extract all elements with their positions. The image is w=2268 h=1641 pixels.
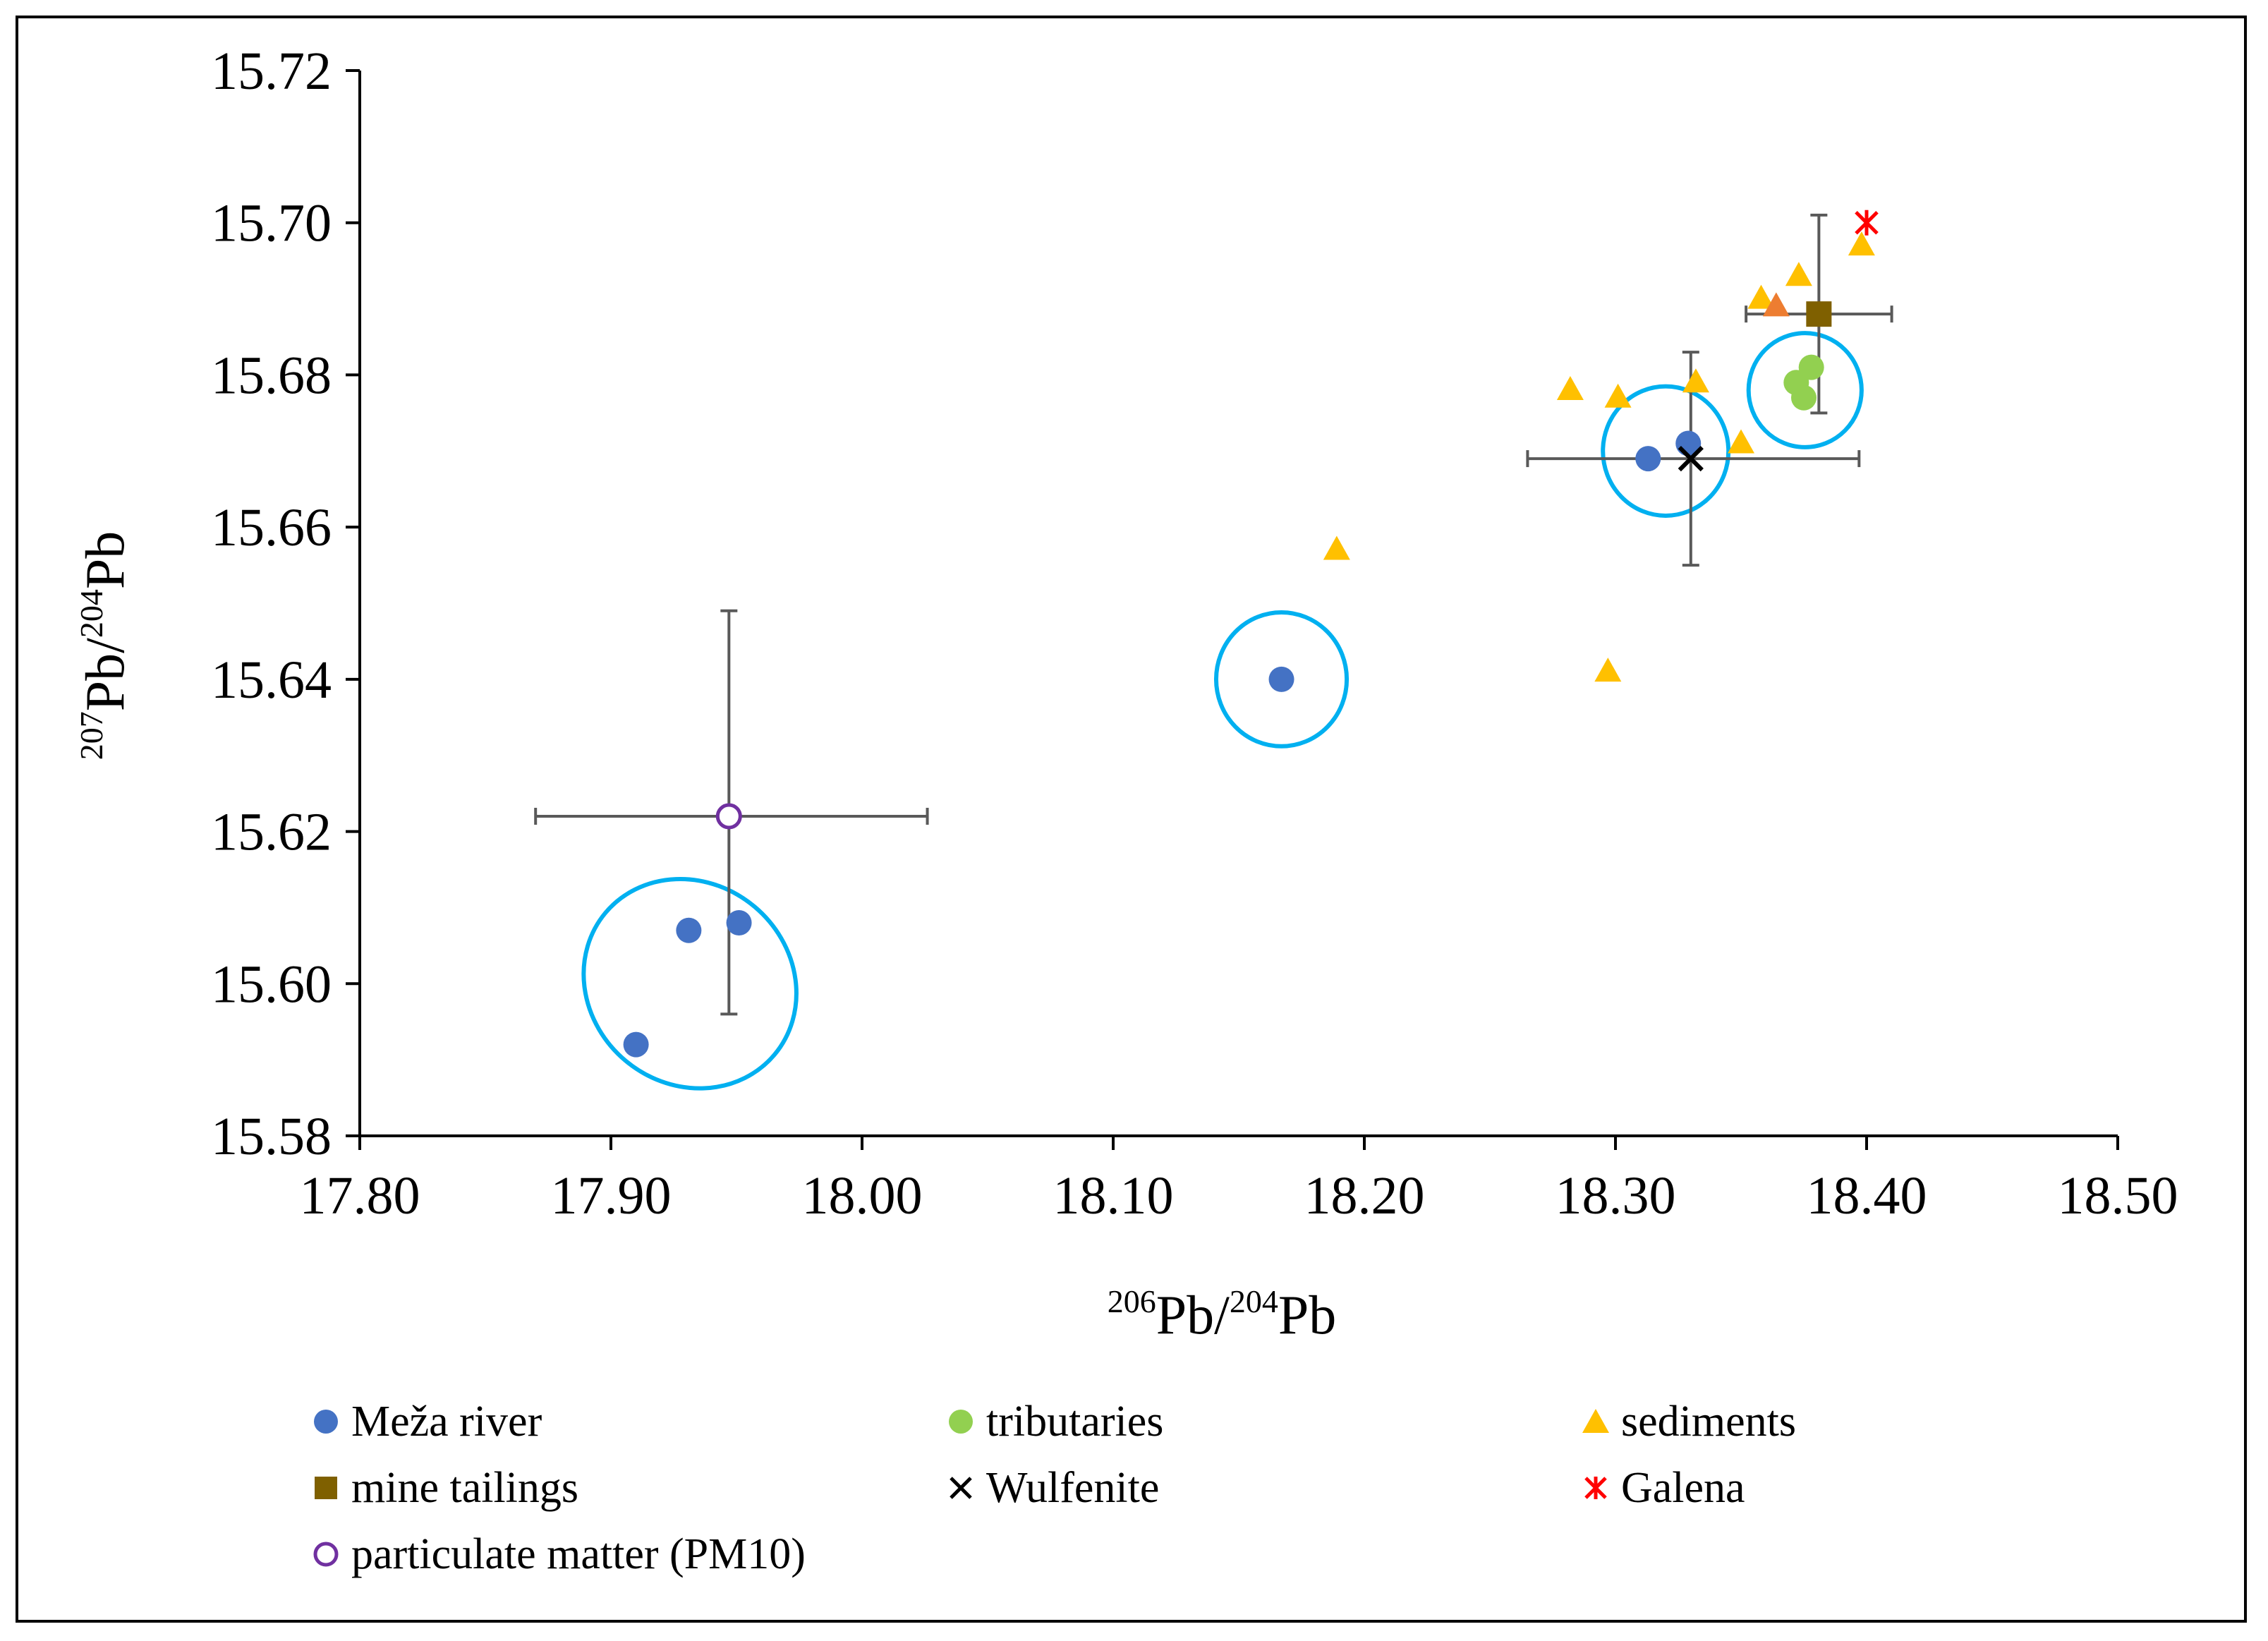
legend-label: Galena (1621, 1463, 1745, 1512)
data-points (623, 210, 1879, 1058)
sediments_highlight-point (1762, 292, 1790, 317)
x-tick-label: 18.10 (1053, 1166, 1174, 1225)
x-tick-label: 18.30 (1556, 1166, 1676, 1225)
circle-marker-icon (945, 1406, 976, 1437)
legend-label: tributaries (986, 1397, 1164, 1446)
x-axis-title: 206Pb/204Pb (1108, 1283, 1336, 1345)
legend-item-tailings: mine tailings (310, 1460, 578, 1516)
x-tick-label: 18.50 (2058, 1166, 2178, 1225)
y-tick-label: 15.64 (211, 650, 332, 710)
y-tick-label: 15.60 (211, 955, 332, 1014)
galena-point (1855, 210, 1879, 236)
meza-point (1268, 666, 1294, 692)
legend-item-tributaries: tributaries (945, 1393, 1163, 1450)
legend: Meža river tributaries sediments mine ta… (310, 1393, 2074, 1605)
sediments-point (1323, 535, 1350, 560)
square-marker-icon (310, 1472, 341, 1503)
x-marker-icon (945, 1472, 976, 1503)
tailings-point (1806, 301, 1832, 327)
legend-item-pm10: particulate matter (PM10) (310, 1526, 806, 1582)
axes: 17.80 17.90 18.00 18.10 18.20 18.30 18.40 18.50… (211, 42, 2178, 1225)
y-tick-label: 15.58 (211, 1107, 332, 1166)
sediments-point (1604, 383, 1632, 408)
legend-label: particulate matter (PM10) (351, 1530, 806, 1578)
triangle-marker-icon (1580, 1406, 1611, 1437)
meza-point (1635, 446, 1661, 472)
circle-marker-icon (310, 1406, 341, 1437)
sediments-point (1728, 429, 1754, 454)
x-stroke (1678, 445, 1704, 472)
y-axis-title: 207Pb/204Pb (73, 531, 135, 760)
legend-item-galena: Galena (1580, 1460, 1745, 1516)
cluster-ellipse (581, 876, 799, 1091)
tributaries-point (1791, 384, 1817, 411)
x-tick-label: 18.00 (802, 1166, 923, 1225)
meza-point (726, 910, 752, 935)
sediments-point (1785, 262, 1812, 286)
legend-item-sediments: sediments (1580, 1393, 1796, 1450)
x-tick-label: 18.20 (1304, 1166, 1425, 1225)
legend-label: Wulfenite (986, 1463, 1160, 1512)
legend-label: Meža river (351, 1397, 542, 1446)
open-circle-marker-icon (310, 1539, 341, 1570)
meza-point (676, 917, 702, 943)
x-tick-label: 17.80 (300, 1166, 420, 1225)
cluster-ellipse (1213, 610, 1350, 749)
sediments-point (1747, 284, 1775, 309)
wulfenite-point (1678, 445, 1704, 472)
y-tick-label: 15.72 (211, 42, 332, 101)
cluster-ellipse (1746, 331, 1864, 449)
y-tick-label: 15.66 (211, 498, 332, 557)
x-tick-label: 17.90 (551, 1166, 672, 1225)
sediments-point (1848, 231, 1875, 256)
asterisk-marker-icon (1580, 1472, 1611, 1503)
cluster-annotations (581, 331, 1864, 1091)
x-tick-label: 18.40 (1807, 1166, 1927, 1225)
y-tick-label: 15.68 (211, 346, 332, 405)
y-tick-label: 15.62 (211, 803, 332, 862)
legend-label: sediments (1621, 1397, 1796, 1446)
tributaries-point (1798, 354, 1824, 380)
legend-label: mine tailings (351, 1463, 579, 1512)
sediments-point (1594, 658, 1622, 682)
y-tick-label: 15.70 (211, 194, 332, 253)
cluster-ellipse (1601, 384, 1731, 518)
sediments-point (1682, 368, 1709, 393)
sediments-point (1556, 376, 1584, 400)
legend-item-meza: Meža river (310, 1393, 542, 1450)
meza-point (623, 1031, 649, 1058)
figure-frame (16, 16, 2247, 1623)
legend-item-wulfenite: Wulfenite (945, 1460, 1159, 1516)
pm10-point (715, 803, 742, 830)
